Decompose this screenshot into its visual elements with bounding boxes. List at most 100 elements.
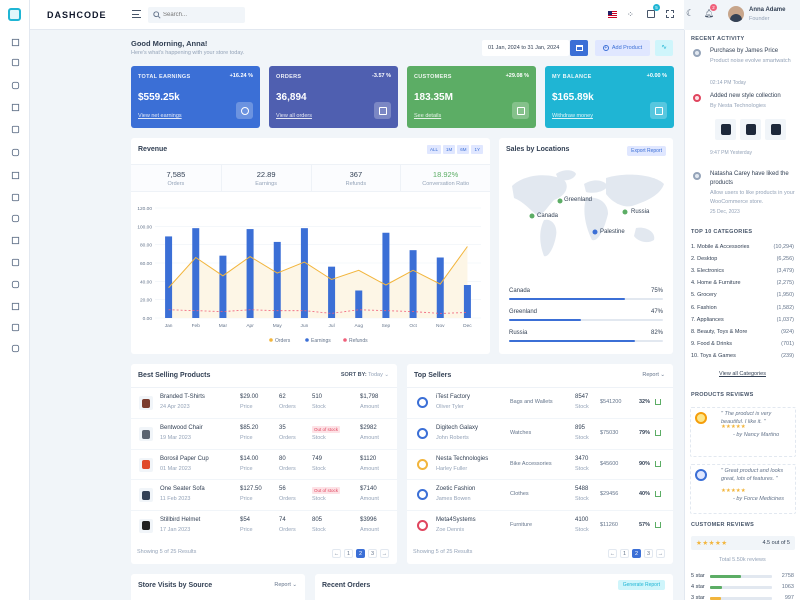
range-tab-6m[interactable]: 6M — [457, 145, 470, 154]
range-tab-1y[interactable]: 1Y — [471, 145, 483, 154]
date-range-picker[interactable]: 01 Jan, 2024 to 31 Jan, 2024 — [482, 40, 569, 56]
user-check-icon[interactable] — [10, 301, 20, 311]
layers-icon[interactable] — [10, 80, 20, 90]
page-button[interactable]: 2 — [356, 549, 365, 558]
report-dropdown[interactable]: Report ⌄ — [642, 372, 665, 378]
product-name[interactable]: One Seater Sofa — [160, 486, 205, 493]
menu-toggle-icon[interactable] — [132, 10, 141, 18]
seller-name[interactable]: Nesta Technologies — [436, 455, 489, 462]
page-button[interactable]: 2 — [632, 549, 641, 558]
user-icon[interactable] — [10, 102, 20, 112]
export-report-button[interactable]: Export Report — [627, 146, 666, 156]
range-tab-1m[interactable]: 1M — [442, 145, 456, 154]
category-name[interactable]: 8. Beauty, Toys & More — [691, 328, 748, 335]
category-name[interactable]: 7. Appliances — [691, 316, 724, 323]
view-all-categories-link[interactable]: View all Categories — [719, 371, 766, 377]
bell-icon[interactable]: 🔔︎ — [704, 9, 715, 18]
dark-mode-icon[interactable]: ☾ — [686, 8, 695, 18]
product-name[interactable]: Stillbird Helmet — [160, 516, 201, 523]
table-row[interactable]: Digitech Galaxy John Roberts Watches 895 Sto… — [407, 418, 673, 448]
seller-name[interactable]: Digitech Galaxy — [436, 425, 479, 432]
sort-dropdown[interactable]: SORT BY: Today ⌄ — [341, 372, 389, 378]
table-row[interactable]: Borosil Paper Cup 01 Mar 2023 $14.00 Price 8… — [131, 448, 397, 479]
table-row[interactable]: Branded T-Shirts 24 Apr 2023 $29.00 Price 62… — [131, 388, 397, 418]
add-product-button[interactable]: + Add Product — [595, 40, 650, 56]
table-row[interactable]: iTest Factory Oliver Tyler Bags and Wallet… — [407, 388, 673, 418]
app-logo-icon[interactable] — [8, 8, 21, 21]
stat-link[interactable]: View all orders — [276, 113, 312, 119]
product-name[interactable]: Borosil Paper Cup — [160, 455, 209, 462]
table-icon[interactable] — [10, 257, 20, 267]
stat-link[interactable]: See details — [414, 113, 442, 119]
calendar-icon[interactable] — [10, 124, 20, 134]
rocket-icon[interactable] — [10, 147, 20, 157]
russia-marker[interactable] — [622, 209, 628, 215]
category-name[interactable]: 5. Grocery — [691, 292, 717, 299]
search-box[interactable] — [148, 7, 245, 23]
category-name[interactable]: 3. Electronics — [691, 268, 725, 275]
activity-title[interactable]: Natasha Carey have liked the products — [710, 171, 789, 186]
category-name[interactable]: 9. Food & Drinks — [691, 340, 732, 347]
search-input[interactable] — [163, 10, 241, 20]
calendar-button[interactable] — [570, 40, 588, 56]
flag-icon[interactable] — [608, 11, 617, 18]
camera-thumbnail[interactable] — [740, 119, 761, 140]
activity-toggle-button[interactable]: ∿ — [655, 40, 673, 56]
canada-marker[interactable] — [529, 213, 535, 219]
table-row[interactable]: Nesta Technologies Harley Fuller Bike Acce… — [407, 448, 673, 479]
seller-name[interactable]: Zoetic Fashion — [436, 486, 476, 493]
category-name[interactable]: 10. Toys & Games — [691, 352, 736, 359]
activity-desc: Product noise evolve smartwatch — [710, 58, 791, 64]
cell-price-label: Price — [240, 465, 253, 472]
location-icon[interactable] — [10, 322, 20, 332]
box-icon[interactable] — [10, 192, 20, 202]
palestine-marker[interactable] — [592, 229, 598, 235]
table-row[interactable]: Meta4Systems Zoe Dennis Furniture 4100 Stock… — [407, 509, 673, 540]
stat-link[interactable]: View net earnings — [138, 113, 182, 119]
table-row[interactable]: Zoetic Fashion James Bowen Clothes 5488 Stoc… — [407, 479, 673, 509]
page-button[interactable]: 3 — [368, 549, 377, 558]
category-name[interactable]: 2. Desktop — [691, 256, 718, 263]
shield-icon[interactable] — [10, 213, 20, 223]
page-button[interactable]: 1 — [344, 549, 353, 558]
stat-link[interactable]: Withdraw money — [552, 113, 593, 119]
product-name[interactable]: Bentwood Chair — [160, 425, 203, 432]
pie-chart-icon[interactable] — [10, 279, 20, 289]
dashboard-icon[interactable] — [10, 37, 20, 47]
user-menu[interactable]: Anna Adame Founder — [723, 2, 789, 27]
page-button[interactable]: 3 — [644, 549, 653, 558]
table-row[interactable]: Stillbird Helmet 17 Jan 2023 $54 Price 74 Ord… — [131, 509, 397, 540]
summary-value: 18.92% — [432, 170, 459, 179]
page-button[interactable]: ← — [332, 549, 341, 558]
backpack-thumbnail[interactable] — [765, 119, 786, 140]
share-icon[interactable] — [10, 343, 20, 353]
range-tab-all[interactable]: ALL — [426, 145, 441, 154]
category-name[interactable]: 1. Mobile & Accessories — [691, 244, 750, 250]
category-name[interactable]: 4. Home & Furniture — [691, 280, 741, 287]
greenland-marker[interactable] — [557, 198, 563, 204]
activity-title[interactable]: Purchase by James Price — [710, 48, 779, 54]
top-sellers-footer: Showing 5 of 25 Results — [413, 549, 473, 555]
apps-icon[interactable] — [10, 57, 20, 67]
tshirt-thumbnail[interactable] — [715, 119, 736, 140]
percent-icon[interactable] — [10, 170, 20, 180]
seller-name[interactable]: iTest Factory — [436, 394, 471, 400]
product-name[interactable]: Branded T-Shirts — [160, 394, 205, 400]
best-selling-title: Best Selling Products — [138, 372, 211, 379]
page-button[interactable]: 1 — [620, 549, 629, 558]
seller-name[interactable]: Meta4Systems — [436, 516, 476, 523]
generate-report-button[interactable]: Generate Report — [617, 580, 665, 590]
apps-icon[interactable]: ⁘ — [627, 10, 634, 19]
page-button[interactable]: ← — [608, 549, 617, 558]
page-button[interactable]: → — [380, 549, 389, 558]
table-row[interactable]: One Seater Sofa 11 Feb 2023 $127.50 Price 56… — [131, 479, 397, 509]
cart-icon[interactable] — [647, 10, 655, 18]
category-name[interactable]: 6. Fashion — [691, 304, 717, 311]
activity-title[interactable]: Added new style collection — [710, 93, 781, 99]
visits-report-dropdown[interactable]: Report ⌄ — [274, 582, 297, 588]
brand-logo[interactable]: DASHCODE — [47, 10, 107, 20]
clipboard-icon[interactable] — [10, 235, 20, 245]
fullscreen-icon[interactable] — [666, 10, 674, 18]
page-button[interactable]: → — [656, 549, 665, 558]
table-row[interactable]: Bentwood Chair 19 Mar 2023 $85.20 Price 35 Or… — [131, 418, 397, 448]
